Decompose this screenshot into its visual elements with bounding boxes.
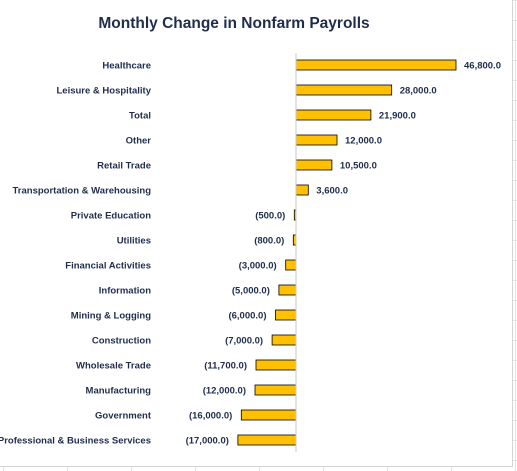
category-label: Construction bbox=[92, 336, 151, 347]
category-label: Professional & Business Services bbox=[0, 436, 151, 447]
category-label: Transportation & Warehousing bbox=[13, 186, 152, 197]
data-label: (7,000.0) bbox=[225, 336, 263, 347]
bar[interactable] bbox=[295, 134, 338, 146]
data-label: 28,000.0 bbox=[400, 86, 437, 97]
category-label: Government bbox=[95, 411, 152, 422]
category-label: Information bbox=[99, 286, 151, 297]
data-label: (12,000.0) bbox=[203, 386, 246, 397]
bars-layer bbox=[237, 59, 457, 446]
data-label: (17,000.0) bbox=[186, 436, 229, 447]
bar[interactable] bbox=[275, 309, 297, 321]
data-label: 10,500.0 bbox=[340, 161, 377, 172]
data-label: (5,000.0) bbox=[232, 286, 270, 297]
category-label: Mining & Logging bbox=[71, 311, 151, 322]
data-label: 3,600.0 bbox=[316, 186, 348, 197]
data-label: (800.0) bbox=[254, 236, 284, 247]
bar[interactable] bbox=[285, 259, 297, 271]
category-label: Private Education bbox=[71, 211, 151, 222]
category-label: Leisure & Hospitality bbox=[57, 86, 152, 97]
bar[interactable] bbox=[240, 409, 297, 421]
bar[interactable] bbox=[254, 384, 297, 396]
category-label: Wholesale Trade bbox=[76, 361, 151, 372]
value-labels: 46,800.0 28,000.0 21,900.0 12,000.0 10,500.0… bbox=[186, 61, 501, 447]
bar[interactable] bbox=[255, 359, 297, 371]
data-label: (3,000.0) bbox=[239, 261, 277, 272]
bar[interactable] bbox=[295, 184, 309, 196]
data-label: (11,700.0) bbox=[204, 361, 247, 372]
chart-title: Monthly Change in Nonfarm Payrolls bbox=[98, 15, 370, 32]
bar[interactable] bbox=[295, 59, 457, 71]
category-label: Financial Activities bbox=[65, 261, 151, 272]
category-label: Utilities bbox=[117, 236, 151, 247]
data-label: (500.0) bbox=[255, 211, 285, 222]
category-label: Other bbox=[126, 136, 152, 147]
bar[interactable] bbox=[237, 434, 297, 446]
category-label: Retail Trade bbox=[97, 161, 151, 172]
data-label: 12,000.0 bbox=[345, 136, 382, 147]
data-label: (16,000.0) bbox=[189, 411, 232, 422]
bar[interactable] bbox=[295, 109, 372, 121]
data-label: 21,900.0 bbox=[379, 111, 416, 122]
bar[interactable] bbox=[295, 84, 393, 96]
bar[interactable] bbox=[295, 159, 333, 171]
bar-chart: Healthcare Leisure & Hospitality Total Othe… bbox=[0, 53, 501, 452]
category-label: Healthcare bbox=[102, 61, 151, 72]
data-label: (6,000.0) bbox=[228, 311, 266, 322]
bar[interactable] bbox=[278, 284, 297, 296]
category-label: Manufacturing bbox=[86, 386, 152, 397]
data-label: 46,800.0 bbox=[464, 61, 501, 72]
category-label: Total bbox=[129, 111, 151, 122]
bar[interactable] bbox=[271, 334, 297, 346]
category-labels: Healthcare Leisure & Hospitality Total Othe… bbox=[0, 61, 152, 447]
